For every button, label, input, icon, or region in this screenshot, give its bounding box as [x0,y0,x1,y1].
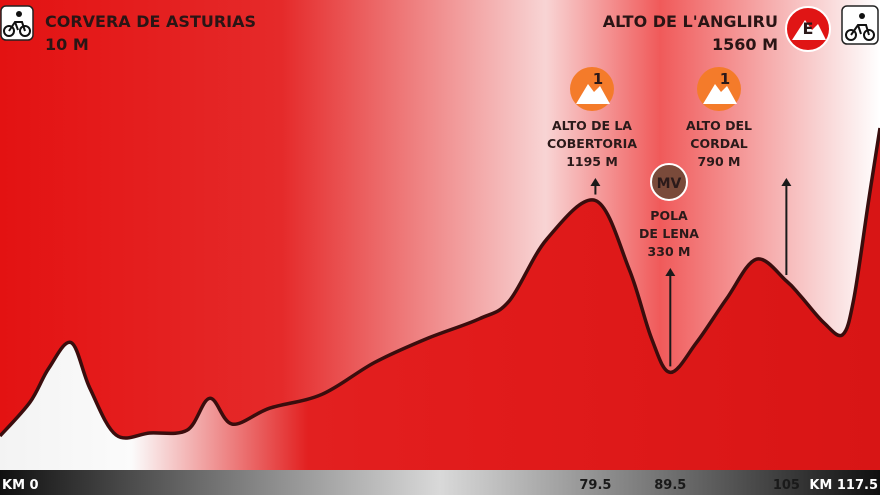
sprint-altitude: 330 M [648,244,691,259]
bike-icon-left [0,5,34,41]
climb-cobertoria-line2: COBERTORIA [547,136,637,151]
start-altitude: 10 M [45,35,89,54]
tick-label-km79: 79.5 [579,478,611,493]
profile-line [0,127,880,440]
svg-text:E: E [803,19,814,38]
climb-cordal-altitude: 790 M [698,154,741,169]
climb-cobertoria-altitude: 1195 M [566,154,618,169]
svg-text:1: 1 [593,70,603,88]
sprint-line1: POLA [650,208,688,223]
mv-badge [650,163,688,201]
summit-finish-icon: E [785,6,831,52]
tick-label-km117: KM 117.5 [809,478,878,493]
svg-text:1: 1 [720,70,730,88]
mountain-climb-icon: 1 [570,67,614,111]
climb-cordal-arrowhead [781,178,792,186]
finish-altitude: 1560 M [712,35,778,54]
sprint-pola-de-lena: MV POLA DE LENA 330 M [639,163,699,367]
climb-cordal-line1: ALTO DEL [686,118,752,133]
climb-cobertoria: 1 ALTO DE LA COBERTORIA 1195 M [547,67,637,195]
sprint-arrowhead [665,268,676,276]
climb-cobertoria-arrowhead [590,178,601,186]
climb-cordal: 1 ALTO DEL CORDAL 790 M [686,67,792,276]
start-name: CORVERA DE ASTURIAS [45,12,256,31]
tick-label-km89: 89.5 [654,478,686,493]
axis-bar [0,470,880,495]
mv-badge-label: MV [657,176,682,192]
tick-label-km0: KM 0 [2,478,39,493]
climb-cobertoria-line1: ALTO DE LA [552,118,632,133]
tick-label-km105: 105 [773,478,800,493]
sprint-line2: DE LENA [639,226,699,241]
bike-icon-right [841,5,879,45]
mountain-climb-icon: 1 [697,67,741,111]
finish-name: ALTO DE L'ANGLIRU [603,12,778,31]
profile-area [0,128,880,470]
climb-cordal-line2: CORDAL [690,136,747,151]
